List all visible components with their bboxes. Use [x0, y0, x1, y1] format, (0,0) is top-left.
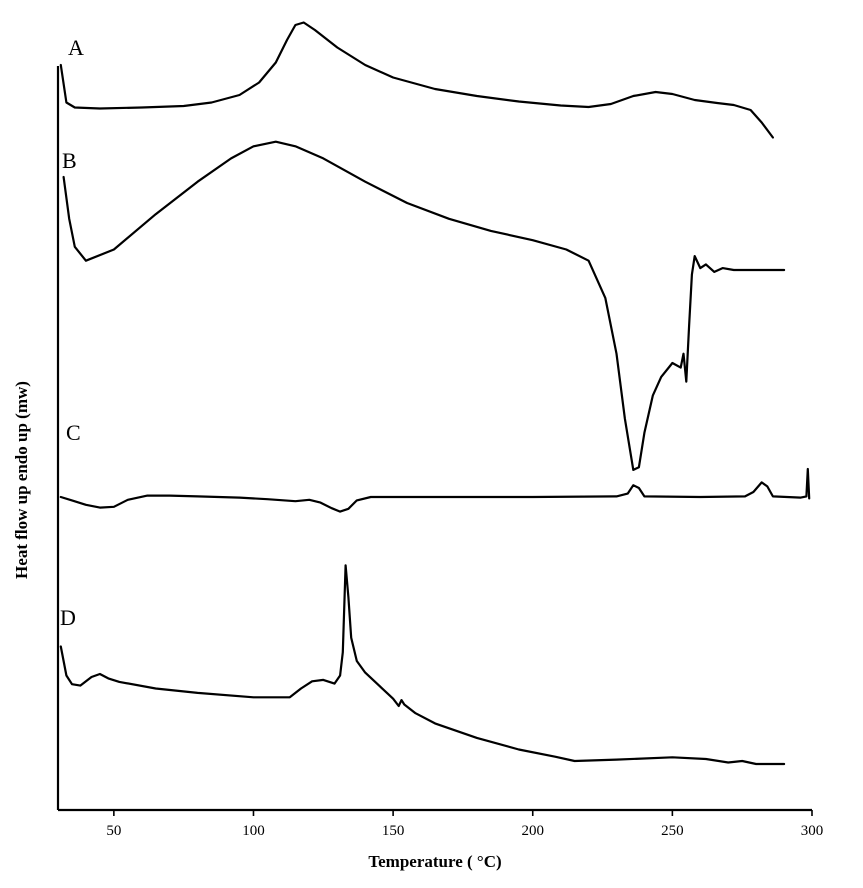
- x-tick-label-100: 100: [242, 823, 265, 839]
- x-tick-label-200: 200: [521, 823, 544, 839]
- series-label-A: A: [68, 35, 84, 60]
- x-tick-label-50: 50: [106, 823, 121, 839]
- x-tick-label-250: 250: [661, 823, 684, 839]
- series-label-C: C: [66, 420, 81, 445]
- series-labels: A B C D: [60, 35, 84, 630]
- curve-D: [59, 564, 786, 766]
- curve-B: [62, 140, 786, 471]
- curve-A: [59, 21, 774, 139]
- series-label-B: B: [62, 148, 77, 173]
- series-label-D: D: [60, 605, 76, 630]
- x-tick-label-300: 300: [801, 823, 824, 839]
- curves: [59, 21, 811, 766]
- x-ticks: 50 100 150 200 250 300: [106, 810, 823, 839]
- x-tick-label-150: 150: [382, 823, 405, 839]
- x-axis-label: Temperature ( °C): [368, 852, 501, 871]
- curve-C: [59, 467, 811, 513]
- y-axis-label: Heat flow up endo up (mw): [12, 381, 31, 579]
- axes: [56, 66, 812, 812]
